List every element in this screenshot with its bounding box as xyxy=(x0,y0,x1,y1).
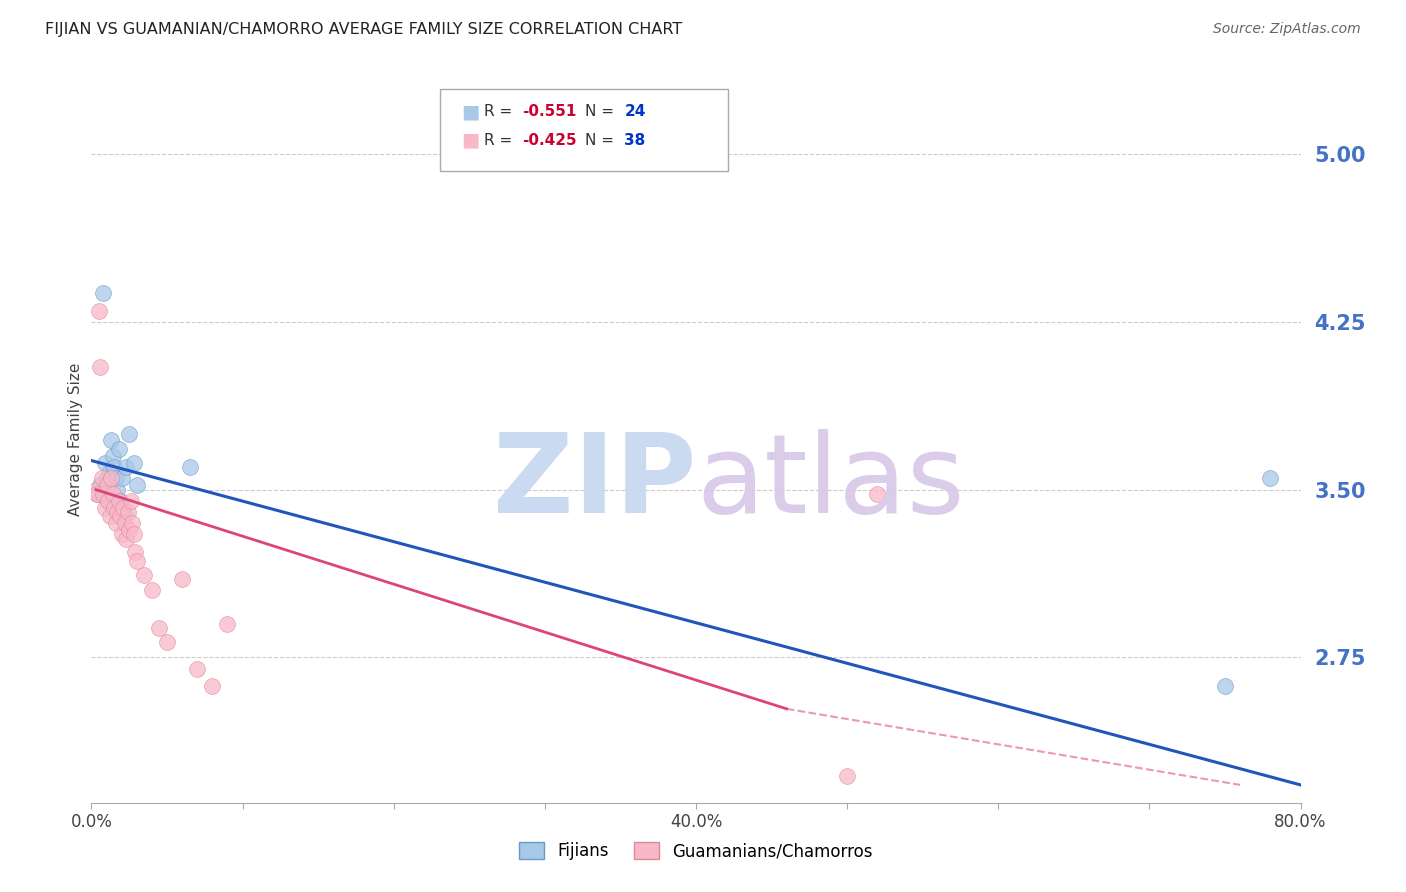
Text: ■: ■ xyxy=(461,102,479,121)
Point xyxy=(111,527,132,541)
Point xyxy=(103,500,125,515)
Point xyxy=(122,527,145,541)
Point xyxy=(105,505,128,519)
Point xyxy=(103,460,125,475)
Point xyxy=(98,465,121,479)
Point xyxy=(866,487,889,501)
Point xyxy=(115,460,138,475)
Point xyxy=(111,471,132,485)
Point xyxy=(84,483,107,497)
Text: ZIP: ZIP xyxy=(492,429,696,536)
Point xyxy=(124,545,146,559)
Point xyxy=(86,487,108,501)
Text: ■: ■ xyxy=(461,130,479,150)
Text: 24: 24 xyxy=(624,104,645,119)
Text: N =: N = xyxy=(585,104,619,119)
Point xyxy=(112,500,135,515)
Text: atlas: atlas xyxy=(696,429,965,536)
Point xyxy=(121,516,143,531)
Point xyxy=(107,442,129,457)
Point xyxy=(97,493,120,508)
Point xyxy=(93,285,115,300)
Point xyxy=(94,500,117,515)
Text: Source: ZipAtlas.com: Source: ZipAtlas.com xyxy=(1213,22,1361,37)
Point xyxy=(1213,680,1236,694)
Point xyxy=(96,471,118,485)
Point xyxy=(172,572,194,586)
Point xyxy=(100,434,122,448)
Text: R =: R = xyxy=(484,133,517,147)
Point xyxy=(117,505,139,519)
Text: -0.551: -0.551 xyxy=(522,104,576,119)
Point xyxy=(97,493,120,508)
Point xyxy=(100,471,122,485)
Point xyxy=(108,493,131,508)
Text: R =: R = xyxy=(484,104,517,119)
Point xyxy=(105,483,128,497)
Point xyxy=(201,680,224,694)
Point xyxy=(179,460,201,475)
Point xyxy=(108,509,131,524)
Point xyxy=(94,456,117,470)
Point xyxy=(156,634,179,648)
Text: 38: 38 xyxy=(624,133,645,147)
Point xyxy=(134,567,156,582)
Point xyxy=(1260,471,1282,485)
Point xyxy=(125,478,148,492)
Point xyxy=(148,621,170,635)
Point xyxy=(101,449,124,463)
Point xyxy=(89,359,111,374)
Text: -0.425: -0.425 xyxy=(522,133,576,147)
Point xyxy=(217,616,239,631)
Point xyxy=(89,478,111,492)
Text: FIJIAN VS GUAMANIAN/CHAMORRO AVERAGE FAMILY SIZE CORRELATION CHART: FIJIAN VS GUAMANIAN/CHAMORRO AVERAGE FAM… xyxy=(45,22,682,37)
Point xyxy=(114,509,136,524)
Point xyxy=(125,554,148,568)
Point xyxy=(120,493,142,508)
Point xyxy=(101,487,124,501)
Point xyxy=(118,523,141,537)
Point xyxy=(115,532,138,546)
Point xyxy=(93,487,115,501)
Point xyxy=(87,303,110,318)
Point xyxy=(186,662,208,676)
Point xyxy=(835,769,858,783)
Point xyxy=(107,493,129,508)
Point xyxy=(104,516,127,531)
Point xyxy=(141,583,163,598)
Point xyxy=(122,456,145,470)
Y-axis label: Average Family Size: Average Family Size xyxy=(67,363,83,516)
Point xyxy=(86,487,108,501)
Text: N =: N = xyxy=(585,133,619,147)
Point xyxy=(114,516,136,531)
Legend: Fijians, Guamanians/Chamorros: Fijians, Guamanians/Chamorros xyxy=(512,836,880,867)
Point xyxy=(112,500,135,515)
Point xyxy=(104,471,127,485)
Point xyxy=(118,426,141,441)
Point xyxy=(96,478,118,492)
Point xyxy=(91,471,114,485)
Point xyxy=(98,509,121,524)
